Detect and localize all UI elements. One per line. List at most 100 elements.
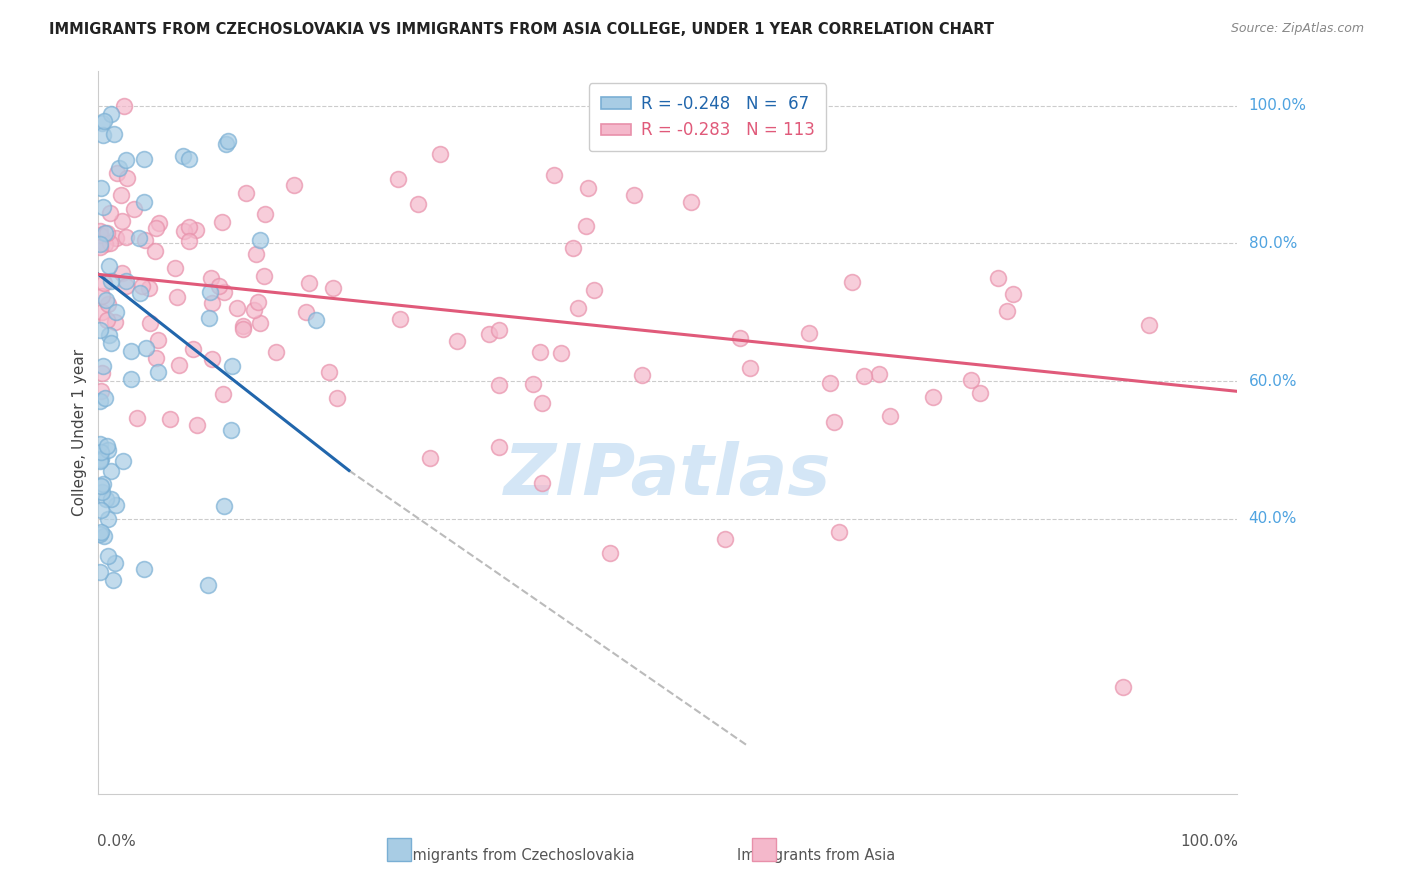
Point: [146, 333, 169, 347]
Point: [111, 266, 134, 280]
Text: 40.0%: 40.0%: [1249, 511, 1298, 526]
Point: [89, 453, 111, 467]
Point: [93, 277, 115, 291]
Text: 100.0%: 100.0%: [1249, 98, 1306, 113]
Point: [388, 312, 411, 326]
Point: [98, 205, 121, 219]
Point: [1001, 286, 1024, 301]
Point: [97, 549, 120, 564]
Point: [91, 476, 114, 491]
Point: [406, 197, 429, 211]
Text: ZIPatlas: ZIPatlas: [505, 442, 831, 510]
Point: [488, 322, 510, 336]
Point: [921, 390, 943, 404]
Text: 80.0%: 80.0%: [1249, 235, 1298, 251]
Point: [105, 231, 128, 245]
Point: [134, 561, 156, 575]
Point: [165, 261, 187, 276]
Point: [90, 444, 112, 458]
Text: Immigrants from Asia: Immigrants from Asia: [737, 848, 896, 863]
Point: [530, 396, 553, 410]
Point: [219, 423, 242, 437]
Point: [90, 525, 112, 540]
Point: [820, 376, 842, 391]
Point: [96, 492, 118, 507]
Point: [100, 106, 122, 120]
Point: [128, 231, 150, 245]
Point: [105, 304, 128, 318]
Point: [179, 152, 201, 166]
Point: [120, 372, 142, 386]
Point: [104, 498, 127, 512]
Point: [93, 128, 115, 143]
Point: [139, 316, 162, 330]
Point: [221, 359, 243, 374]
Point: [198, 311, 221, 326]
Point: [115, 153, 138, 167]
Point: [599, 546, 621, 560]
Point: [298, 276, 321, 290]
Legend: R = -0.248   N =  67, R = -0.283   N = 113: R = -0.248 N = 67, R = -0.283 N = 113: [589, 83, 827, 151]
Point: [254, 207, 277, 221]
Point: [243, 303, 266, 318]
Point: [132, 152, 155, 166]
Point: [89, 527, 111, 541]
Point: [728, 330, 751, 344]
Point: [679, 195, 702, 210]
Point: [90, 288, 112, 302]
Point: [186, 417, 208, 432]
Point: [1112, 680, 1135, 694]
Text: 60.0%: 60.0%: [1249, 374, 1298, 389]
Point: [550, 346, 572, 360]
Text: IMMIGRANTS FROM CZECHOSLOVAKIA VS IMMIGRANTS FROM ASIA COLLEGE, UNDER 1 YEAR COR: IMMIGRANTS FROM CZECHOSLOVAKIA VS IMMIGR…: [49, 22, 994, 37]
Point: [93, 529, 115, 543]
Point: [100, 336, 122, 351]
Point: [245, 247, 267, 261]
Point: [125, 411, 148, 425]
Point: [295, 305, 318, 319]
Point: [529, 344, 551, 359]
Point: [97, 297, 120, 311]
Point: [828, 525, 851, 540]
Point: [987, 271, 1010, 285]
Point: [97, 328, 120, 343]
Point: [198, 285, 221, 299]
Point: [100, 274, 122, 288]
Point: [115, 274, 138, 288]
Point: [111, 214, 134, 228]
Point: [167, 358, 190, 372]
Point: [128, 286, 150, 301]
Point: [96, 226, 118, 240]
Point: [200, 270, 222, 285]
Point: [96, 313, 118, 327]
Point: [172, 149, 194, 163]
Point: [207, 278, 229, 293]
Text: Source: ZipAtlas.com: Source: ZipAtlas.com: [1230, 22, 1364, 36]
Point: [623, 188, 645, 202]
Point: [89, 323, 111, 337]
Point: [145, 351, 167, 365]
Point: [104, 315, 127, 329]
Point: [115, 170, 138, 185]
Point: [186, 223, 208, 237]
Point: [1137, 318, 1160, 332]
Point: [799, 326, 821, 341]
Point: [478, 327, 501, 342]
Point: [177, 219, 200, 234]
Point: [98, 259, 121, 273]
Point: [995, 304, 1018, 318]
Point: [134, 233, 156, 247]
Point: [89, 237, 111, 252]
Point: [235, 186, 257, 201]
Point: [112, 99, 135, 113]
Point: [93, 391, 115, 405]
Point: [446, 334, 468, 348]
Point: [90, 180, 112, 194]
Point: [212, 387, 235, 401]
Point: [326, 391, 349, 405]
Y-axis label: College, Under 1 year: College, Under 1 year: [72, 349, 87, 516]
Point: [138, 281, 160, 295]
Text: 0.0%: 0.0%: [97, 834, 136, 848]
Point: [853, 369, 876, 384]
Point: [173, 224, 195, 238]
